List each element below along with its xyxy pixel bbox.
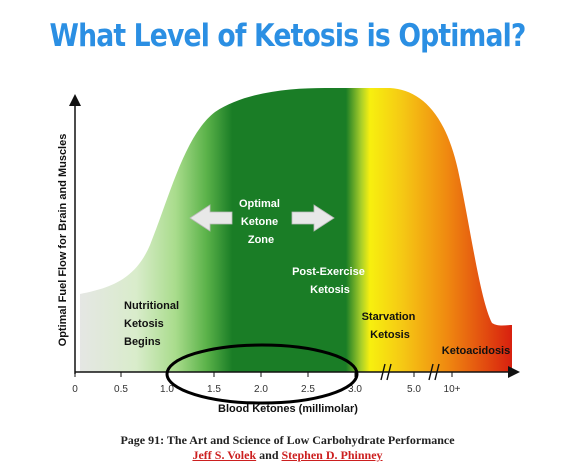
starvation-ketosis-label: Starvation Ketosis [362,311,419,341]
x-tick-label: 3.0 [348,384,362,395]
author-link-volek[interactable]: Jeff S. Volek [192,448,257,462]
axis-break-2 [428,363,440,381]
x-tick-label: 2.5 [301,384,315,395]
x-tick-label: 2.0 [254,384,268,395]
ketoacidosis-label: Ketoacidosis [442,345,510,357]
x-axis-label: Blood Ketones (millimolar) [218,403,358,415]
author-link-phinney[interactable]: Stephen D. Phinney [281,448,383,462]
optimal-zone-arrow-left [189,204,233,232]
x-tick-label: 1.0 [160,384,174,395]
page-title: What Level of Ketosis is Optimal? [49,18,527,54]
x-tick-label: 0.5 [114,384,128,395]
authors-line: Jeff S. Volek and Stephen D. Phinney [0,448,575,463]
y-axis-label: Optimal Fuel Flow for Brain and Muscles [57,134,69,347]
optimal-zone-label: Optimal Ketone Zone [239,198,283,246]
authors-conjunction: and [259,448,279,462]
optimal-range-ellipse [165,343,359,405]
x-tick-label: 10+ [444,384,461,395]
x-tick-label: 1.5 [207,384,221,395]
fuel-flow-curve [80,88,512,372]
post-exercise-ketosis-label: Post-Exercise Ketosis [292,266,368,296]
nutritional-ketosis-label: Nutritional Ketosis Begins [124,300,182,348]
x-tick-label: 0 [72,384,78,395]
x-tick-label: 5.0 [407,384,421,395]
source-caption: Page 91: The Art and Science of Low Carb… [120,433,455,447]
axis-break-1 [380,363,392,381]
optimal-zone-arrow-right [291,204,335,232]
